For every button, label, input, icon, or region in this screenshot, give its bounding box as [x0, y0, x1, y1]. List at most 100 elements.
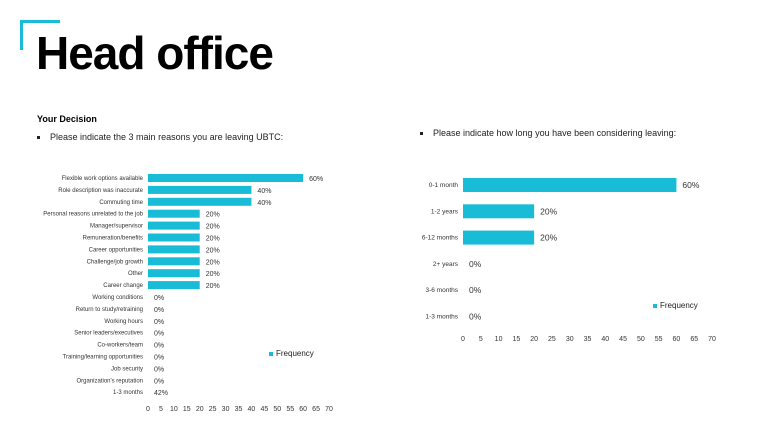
x-tick-label: 45 — [260, 406, 268, 413]
bar — [148, 281, 200, 290]
data-label: 0% — [154, 307, 164, 314]
data-label: 0% — [154, 331, 164, 338]
category-label: 1-3 months — [113, 390, 143, 396]
data-label: 0% — [154, 343, 164, 350]
x-tick-label: 40 — [248, 406, 256, 413]
x-tick-label: 70 — [708, 336, 716, 343]
bar — [148, 269, 200, 278]
x-tick-label: 55 — [655, 336, 663, 343]
category-label: 1-2 years — [431, 208, 459, 215]
bar — [148, 174, 304, 182]
x-tick-label: 70 — [325, 406, 333, 413]
category-label: Manager/supervisor — [90, 224, 143, 230]
legend-swatch-icon — [269, 352, 273, 356]
bar — [148, 197, 252, 206]
category-label: 3-6 months — [425, 287, 458, 294]
bullet-right-text: Please indicate how long you have been c… — [433, 128, 677, 138]
x-tick-label: 25 — [209, 406, 217, 413]
data-label: 20% — [206, 247, 220, 254]
bullet-right: Please indicate how long you have been c… — [420, 128, 676, 138]
x-tick-label: 5 — [159, 406, 163, 413]
data-label: 60% — [682, 180, 699, 190]
data-label: 20% — [540, 206, 557, 216]
x-tick-label: 30 — [566, 336, 574, 343]
bullet-left-text: Please indicate the 3 main reasons you a… — [50, 132, 284, 142]
category-label: Working hours — [104, 319, 143, 325]
bar — [463, 230, 535, 245]
x-tick-label: 10 — [495, 336, 503, 343]
data-label: 20% — [540, 233, 557, 243]
x-tick-label: 5 — [479, 336, 483, 343]
data-label: 0% — [469, 312, 482, 322]
x-tick-label: 15 — [512, 336, 520, 343]
data-label: 0% — [469, 259, 482, 269]
category-label: Role description was inaccurate — [58, 188, 143, 194]
bullet-dot-icon — [37, 136, 40, 140]
x-tick-label: 25 — [548, 336, 556, 343]
data-label: 0% — [154, 295, 164, 302]
category-label: Return to study/retraining — [76, 307, 143, 313]
category-label: Commuting time — [99, 200, 143, 206]
data-label: 0% — [154, 366, 164, 373]
x-tick-label: 35 — [235, 406, 243, 413]
bar — [148, 185, 252, 194]
category-label: Co-workers/team — [97, 343, 143, 349]
x-tick-label: 45 — [619, 336, 627, 343]
category-label: Challenge/job growth — [87, 259, 143, 265]
accent-corner-vertical — [20, 20, 23, 50]
x-tick-label: 65 — [690, 336, 698, 343]
x-tick-label: 55 — [286, 406, 294, 413]
data-label: 20% — [206, 271, 220, 278]
bar — [148, 209, 200, 218]
duration-bar-chart: 0-1 month 60% 1-2 years 20% 6-12 months 20% 2+… — [422, 178, 716, 343]
data-label: 0% — [469, 285, 482, 295]
category-label: Senior leaders/executives — [74, 331, 143, 337]
bullet-dot-icon — [420, 132, 423, 136]
data-label: 0% — [154, 319, 164, 326]
x-tick-label: 35 — [584, 336, 592, 343]
data-label: 20% — [206, 212, 220, 219]
x-tick-label: 65 — [312, 406, 320, 413]
category-label: Organization's reputation — [76, 378, 143, 384]
data-label: 0% — [154, 378, 164, 385]
category-label: 6-12 months — [422, 235, 459, 242]
x-tick-label: 20 — [530, 336, 538, 343]
data-label: 40% — [257, 188, 271, 195]
category-label: Remuneration/benefits — [83, 236, 143, 242]
accent-corner-horizontal — [20, 20, 60, 23]
category-label: 0-1 month — [429, 182, 459, 189]
category-label: Other — [128, 271, 143, 277]
bar — [148, 257, 200, 266]
data-label: 60% — [309, 176, 323, 183]
bar — [148, 221, 200, 230]
data-label: 0% — [154, 355, 164, 362]
data-label: 40% — [257, 200, 271, 207]
data-label: 20% — [206, 224, 220, 231]
legend-label: Frequency — [276, 349, 314, 358]
category-label: 2+ years — [433, 261, 459, 268]
bar — [148, 233, 200, 242]
category-label: Personal reasons unrelated to the job — [43, 212, 143, 218]
bullet-left: Please indicate the 3 main reasons you a… — [37, 132, 283, 142]
reasons-bar-chart: Flexible work options available 60% Role d… — [43, 174, 333, 413]
x-tick-label: 20 — [196, 406, 204, 413]
x-tick-label: 30 — [222, 406, 230, 413]
legend-swatch-icon — [653, 304, 657, 308]
x-tick-label: 60 — [299, 406, 307, 413]
x-tick-label: 40 — [601, 336, 609, 343]
x-tick-label: 10 — [170, 406, 178, 413]
page-title: Head office — [36, 27, 274, 79]
bar — [148, 245, 200, 254]
category-label: Job security — [111, 366, 143, 372]
data-label: 42% — [154, 390, 168, 397]
bar — [463, 204, 535, 219]
x-tick-label: 50 — [637, 336, 645, 343]
category-label: 1-3 months — [425, 314, 458, 321]
data-label: 20% — [206, 283, 220, 290]
category-label: Career opportunities — [89, 247, 143, 253]
category-label: Career change — [103, 283, 143, 289]
section-label: Your Decision — [37, 114, 97, 124]
category-label: Training/learning opportunities — [63, 355, 144, 361]
x-tick-label: 60 — [673, 336, 681, 343]
x-tick-label: 0 — [146, 406, 150, 413]
